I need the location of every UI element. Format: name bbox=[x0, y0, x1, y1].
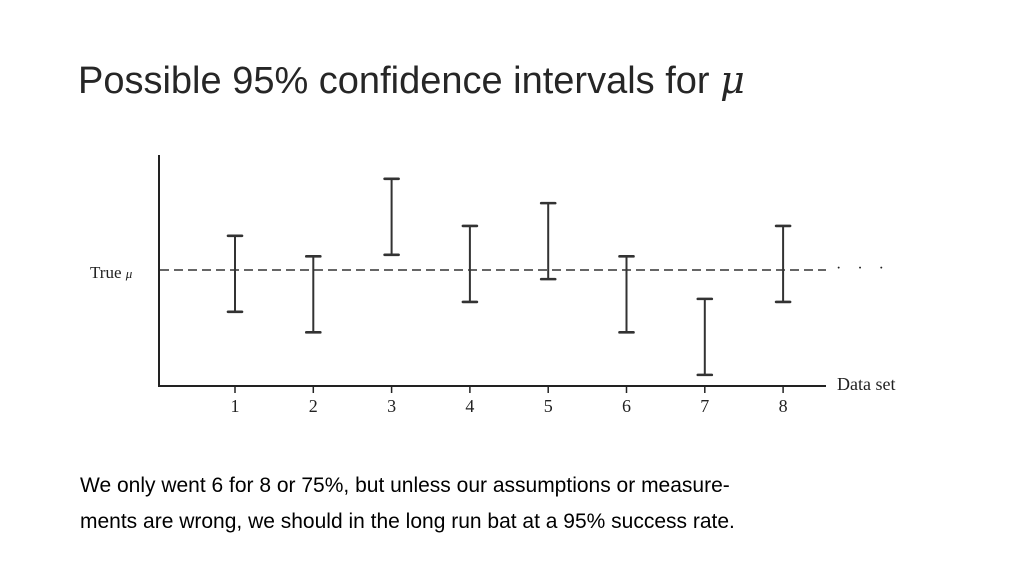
x-tick-label-3: 3 bbox=[387, 396, 396, 416]
x-tick-label-1: 1 bbox=[231, 396, 240, 416]
x-tick-label-4: 4 bbox=[465, 396, 474, 416]
confidence-interval-chart: · · · True μ Data set 1 2 3 4 5 6 7 8 bbox=[90, 155, 895, 416]
title-text: Possible 95% confidence intervals for bbox=[78, 60, 710, 102]
x-tick-label-8: 8 bbox=[779, 396, 788, 416]
reference-label-text: True bbox=[90, 263, 122, 282]
x-tick-label-2: 2 bbox=[309, 396, 318, 416]
x-axis-label: Data set bbox=[837, 374, 895, 394]
title-mu-symbol: μ bbox=[720, 58, 745, 102]
x-tick-label-5: 5 bbox=[544, 396, 553, 416]
x-tick-label-6: 6 bbox=[622, 396, 631, 416]
reference-label-mu: μ bbox=[125, 266, 133, 281]
chart-marks: 1 2 3 4 5 6 7 8 bbox=[226, 177, 792, 416]
reference-label: True μ bbox=[90, 263, 133, 282]
caption-line-1: We only went 6 for 8 or 75%, but unless … bbox=[80, 474, 730, 497]
reference-continuation-dots: · · · bbox=[836, 260, 890, 277]
x-tick-label-7: 7 bbox=[700, 396, 709, 416]
caption-line-2: ments are wrong, we should in the long r… bbox=[80, 510, 735, 533]
slide-title: Possible 95% confidence intervals for μ bbox=[78, 58, 745, 103]
caption: We only went 6 for 8 or 75%, but unless … bbox=[80, 468, 950, 540]
